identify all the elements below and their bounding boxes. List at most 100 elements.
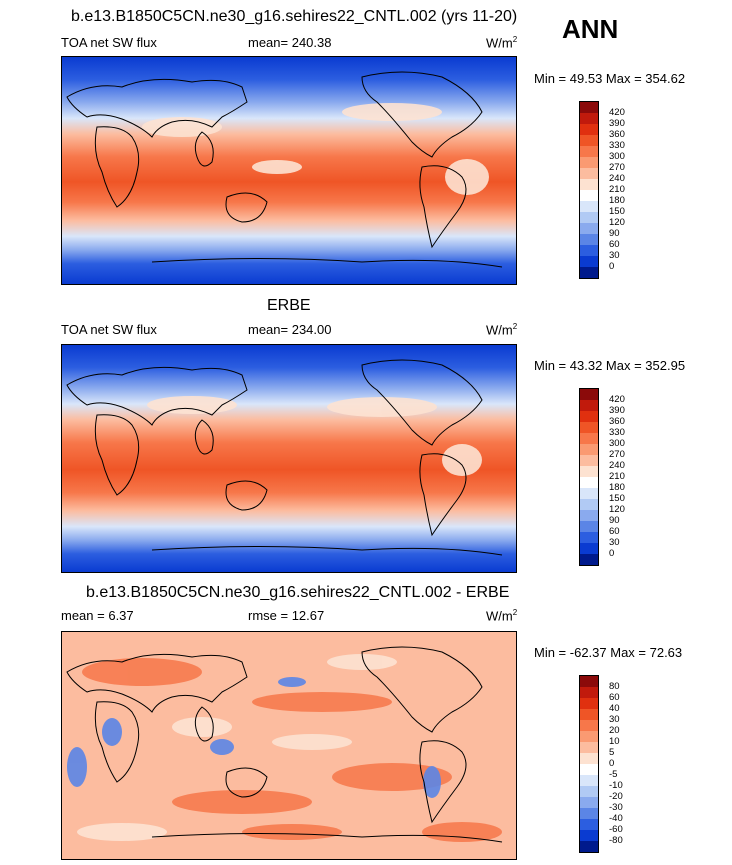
cb3-seg xyxy=(580,731,598,742)
cb1-tick: 0 xyxy=(609,261,615,272)
cb1-tick: 180 xyxy=(609,195,625,206)
panel-3-units: W/m2 xyxy=(486,608,518,624)
panel-1-variable-label: TOA net SW flux xyxy=(61,35,157,50)
cb1-tick: 420 xyxy=(609,107,625,118)
cb1-seg xyxy=(580,267,598,278)
cb2-seg xyxy=(580,477,598,488)
cb3-seg xyxy=(580,786,598,797)
panel-2-cloud-patches xyxy=(147,396,482,476)
cb2-seg xyxy=(580,389,598,400)
cb1-tick: 90 xyxy=(609,228,620,239)
panel-2-mean-label: mean= 234.00 xyxy=(248,322,332,337)
cb3-tick: 30 xyxy=(609,714,620,725)
cb3-seg xyxy=(580,819,598,830)
cb3-seg xyxy=(580,830,598,841)
cb1-tick: 390 xyxy=(609,118,625,129)
panel-3-minmax: Min = -62.37 Max = 72.63 xyxy=(534,645,683,660)
cb3-seg xyxy=(580,676,598,687)
cb2-tick: 270 xyxy=(609,449,625,460)
panel-2-minmax: Min = 43.32 Max = 352.95 xyxy=(534,358,686,373)
cb1-seg xyxy=(580,113,598,124)
panel-3-neutral-areas xyxy=(77,654,397,841)
cb2-seg xyxy=(580,455,598,466)
cb2-tick: 210 xyxy=(609,471,625,482)
cb3-seg xyxy=(580,841,598,852)
panel-2-units: W/m2 xyxy=(486,322,518,338)
cb1-seg xyxy=(580,245,598,256)
cb2-tick: 60 xyxy=(609,526,620,537)
cb1-tick: 120 xyxy=(609,217,625,228)
cb3-tick: 60 xyxy=(609,692,620,703)
cb2-seg xyxy=(580,488,598,499)
season-label: ANN xyxy=(562,14,619,44)
cb3-tick: 40 xyxy=(609,703,620,714)
cb2-tick: 90 xyxy=(609,515,620,526)
cb3-seg xyxy=(580,720,598,731)
cb2-seg xyxy=(580,400,598,411)
cb1-seg xyxy=(580,201,598,212)
cb2-tick: 390 xyxy=(609,405,625,416)
panel-3-mean-label: mean = 6.37 xyxy=(61,608,134,623)
cb1-seg xyxy=(580,124,598,135)
cb3-tick: -10 xyxy=(609,780,623,791)
cb2-tick: 360 xyxy=(609,416,625,427)
cb1-seg xyxy=(580,212,598,223)
panel-1-title: b.e13.B1850C5CN.ne30_g16.sehires22_CNTL.… xyxy=(71,8,518,25)
cb3-tick: 80 xyxy=(609,681,620,692)
panel-1-coastlines xyxy=(66,71,503,268)
cb3-tick: -30 xyxy=(609,802,623,813)
cb3-tick: 0 xyxy=(609,758,615,769)
panel-3-rmse-label: rmse = 12.67 xyxy=(248,608,325,623)
panel-1-minmax: Min = 49.53 Max = 354.62 xyxy=(534,71,686,86)
cb1-seg xyxy=(580,190,598,201)
cb3-seg xyxy=(580,808,598,819)
cb2-seg xyxy=(580,554,598,565)
cb3-seg xyxy=(580,687,598,698)
cb1-tick: 240 xyxy=(609,173,625,184)
panel-3-negative-anomalies xyxy=(67,677,441,798)
cb1-tick: 360 xyxy=(609,129,625,140)
panel-3-colorbar xyxy=(579,675,599,853)
cb1-seg xyxy=(580,223,598,234)
cb1-seg xyxy=(580,179,598,190)
cb3-tick: 5 xyxy=(609,747,615,758)
cb1-tick: 270 xyxy=(609,162,625,173)
cb1-tick: 60 xyxy=(609,239,620,250)
cb1-tick: 30 xyxy=(609,250,620,261)
panel-3-map xyxy=(61,631,517,860)
panel-2-coastlines xyxy=(66,359,503,556)
cb1-tick: 150 xyxy=(609,206,625,217)
cb3-seg xyxy=(580,764,598,775)
cb2-tick: 420 xyxy=(609,394,625,405)
cb1-seg xyxy=(580,256,598,267)
cb1-seg xyxy=(580,168,598,179)
cb1-tick: 330 xyxy=(609,140,625,151)
cb3-seg xyxy=(580,709,598,720)
panel-3-positive-anomalies xyxy=(82,658,502,842)
cb2-seg xyxy=(580,510,598,521)
cb3-tick: -5 xyxy=(609,769,618,780)
cb2-tick: 300 xyxy=(609,438,625,449)
panel-2-title: ERBE xyxy=(267,297,311,314)
cb2-tick: 330 xyxy=(609,427,625,438)
cb3-seg xyxy=(580,742,598,753)
cb2-tick: 30 xyxy=(609,537,620,548)
panel-2-variable-label: TOA net SW flux xyxy=(61,322,157,337)
cb2-seg xyxy=(580,521,598,532)
cb2-seg xyxy=(580,543,598,554)
cb3-tick: 10 xyxy=(609,736,620,747)
panel-1-units: W/m2 xyxy=(486,35,518,51)
cb3-seg xyxy=(580,698,598,709)
cb3-tick: -20 xyxy=(609,791,623,802)
cb3-tick: 20 xyxy=(609,725,620,736)
panel-3-coastlines xyxy=(66,646,503,843)
cb1-tick: 210 xyxy=(609,184,625,195)
cb2-seg xyxy=(580,411,598,422)
cb3-seg xyxy=(580,797,598,808)
panel-3-title: b.e13.B1850C5CN.ne30_g16.sehires22_CNTL.… xyxy=(86,584,510,601)
panel-1-colorbar xyxy=(579,101,599,279)
panel-2-colorbar xyxy=(579,388,599,566)
cb1-seg xyxy=(580,157,598,168)
cb3-tick: -80 xyxy=(609,835,623,846)
cb2-seg xyxy=(580,444,598,455)
